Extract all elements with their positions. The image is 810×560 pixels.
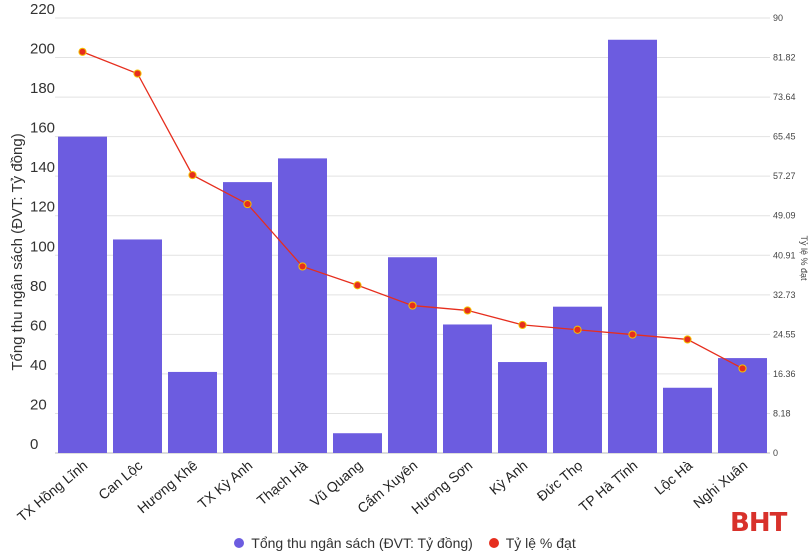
legend-item-bars[interactable]: Tổng thu ngân sách (ĐVT: Tỷ đồng) bbox=[234, 535, 473, 551]
category-label: Đức Thọ bbox=[534, 457, 586, 504]
bar bbox=[608, 39, 657, 453]
bar bbox=[223, 182, 272, 453]
legend: Tổng thu ngân sách (ĐVT: Tỷ đồng) Tỷ lệ … bbox=[0, 535, 810, 551]
line-point bbox=[628, 330, 637, 339]
category-label: TX Kỳ Anh bbox=[194, 457, 255, 512]
line-point bbox=[298, 262, 307, 271]
bar bbox=[388, 257, 437, 453]
category-label: TX Hồng Lĩnh bbox=[14, 457, 90, 525]
y-tick-label: 0 bbox=[30, 436, 38, 453]
y-tick-label: 120 bbox=[30, 199, 55, 216]
bar-series bbox=[58, 39, 767, 454]
y-tick-label: 40 bbox=[30, 357, 47, 374]
line-point bbox=[188, 170, 197, 180]
line-point bbox=[463, 306, 472, 315]
line-series bbox=[78, 47, 747, 373]
y-tick-label: 60 bbox=[30, 317, 47, 334]
category-label: TP Hà Tĩnh bbox=[576, 457, 641, 515]
category-label: Lộc Hà bbox=[651, 457, 695, 498]
y-tick-label: 220 bbox=[30, 1, 55, 18]
bar bbox=[663, 387, 712, 453]
y-tick-label: 200 bbox=[30, 41, 55, 58]
y2-tick-label: 73.64 bbox=[773, 92, 796, 102]
y2-tick-label: 57.27 bbox=[773, 171, 796, 181]
bar bbox=[113, 239, 162, 453]
category-label: Nghi Xuân bbox=[690, 457, 750, 511]
y2-tick-label: 16.36 bbox=[773, 369, 796, 379]
y-tick-label: 160 bbox=[30, 120, 55, 137]
bht-logo: BHT bbox=[730, 508, 787, 538]
legend-label-bars: Tổng thu ngân sách (ĐVT: Tỷ đồng) bbox=[251, 535, 473, 551]
line-point bbox=[738, 364, 747, 373]
bar bbox=[498, 362, 547, 453]
left-axis-ticks: 0 20 40 60 80 100 120 140 160 180 200 220 bbox=[30, 1, 55, 453]
line-point bbox=[133, 69, 142, 78]
bar bbox=[443, 324, 492, 453]
bar bbox=[718, 358, 767, 453]
right-axis-title: Tỷ lệ % đạt bbox=[799, 235, 809, 281]
category-label: Can Lộc bbox=[95, 457, 145, 503]
line-point bbox=[78, 47, 87, 56]
y2-tick-label: 40.91 bbox=[773, 250, 796, 260]
bar bbox=[278, 158, 327, 454]
y-tick-label: 80 bbox=[30, 278, 47, 295]
y2-tick-label: 8.18 bbox=[773, 408, 791, 418]
bar bbox=[333, 433, 382, 453]
y2-tick-label: 81.82 bbox=[773, 53, 796, 63]
y-tick-label: 100 bbox=[30, 238, 55, 255]
line-series-swatch bbox=[488, 538, 499, 548]
line-point bbox=[243, 199, 252, 209]
y2-tick-label: 32.73 bbox=[773, 290, 796, 300]
line-point bbox=[573, 325, 582, 334]
legend-item-line[interactable]: Tỷ lệ % đạt bbox=[488, 535, 576, 551]
y2-tick-label: 0 bbox=[773, 448, 778, 458]
line-point bbox=[353, 281, 362, 290]
line-point bbox=[408, 301, 417, 310]
bar bbox=[58, 136, 107, 454]
y2-tick-label: 90 bbox=[773, 13, 783, 23]
category-label: Thạch Hà bbox=[254, 457, 311, 508]
right-axis-ticks: 0 8.18 16.36 24.55 32.73 40.91 49.09 57.27 65.45… bbox=[773, 13, 796, 458]
line-point bbox=[518, 320, 527, 330]
category-label: Hương Khê bbox=[134, 457, 200, 516]
y-tick-label: 20 bbox=[30, 396, 47, 413]
bar-series-swatch bbox=[234, 538, 245, 548]
category-label: Kỳ Anh bbox=[486, 457, 530, 498]
y2-tick-label: 65.45 bbox=[773, 132, 796, 142]
y2-tick-label: 24.55 bbox=[773, 329, 796, 339]
line-point bbox=[683, 335, 692, 344]
y-tick-label: 140 bbox=[30, 159, 55, 176]
left-axis-title: Tổng thu ngân sách (ĐVT: Tỷ đồng) bbox=[9, 133, 26, 370]
category-label: Hương Sơn bbox=[408, 457, 475, 517]
bar bbox=[168, 371, 217, 453]
legend-label-line: Tỷ lệ % đạt bbox=[505, 535, 576, 551]
y2-tick-label: 49.09 bbox=[773, 211, 796, 221]
y-tick-label: 180 bbox=[30, 80, 55, 97]
